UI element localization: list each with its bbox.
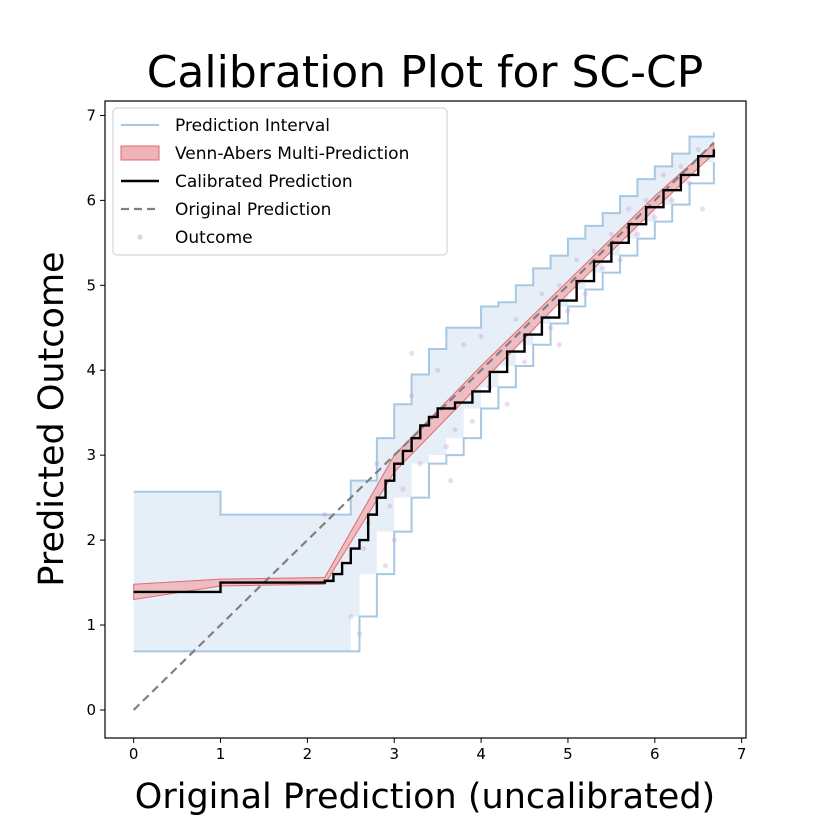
outcome-point xyxy=(461,342,467,348)
calibrated-prediction-line xyxy=(133,149,716,594)
y-tick-label: 7 xyxy=(86,106,96,124)
legend-venn-swatch xyxy=(120,145,160,161)
x-tick-label: 6 xyxy=(650,745,660,763)
plot-area xyxy=(132,132,716,711)
outcome-point xyxy=(539,291,545,297)
chart-title: Calibration Plot for SC-CP xyxy=(147,47,704,98)
outcome-point xyxy=(382,562,389,569)
outcome-point xyxy=(513,316,519,322)
y-tick-label: 2 xyxy=(86,531,96,549)
x-tick-label: 0 xyxy=(129,745,139,763)
outcome-point xyxy=(686,180,693,186)
outcome-point xyxy=(652,214,658,220)
outcome-point xyxy=(443,444,449,450)
outcome-point xyxy=(660,172,667,178)
outcome-point xyxy=(374,461,380,467)
plot-frame xyxy=(104,100,747,739)
outcome-point xyxy=(361,545,367,552)
legend-outcome-swatch xyxy=(137,234,143,240)
outcome-point xyxy=(600,265,606,271)
x-tick-label: 3 xyxy=(389,745,399,763)
x-axis: 0 1 2 3 4 5 6 7 xyxy=(129,738,747,763)
outcome-point xyxy=(591,248,597,254)
legend-label: Calibrated Prediction xyxy=(175,172,353,192)
outcome-point xyxy=(409,393,415,399)
outcome-point xyxy=(448,478,454,484)
outcome-point xyxy=(547,325,554,331)
outcome-point xyxy=(387,503,393,509)
outcome-point xyxy=(634,231,641,237)
legend-label: Original Prediction xyxy=(175,200,331,220)
outcome-point xyxy=(409,350,415,356)
outcome-point xyxy=(574,257,580,263)
x-tick-label: 7 xyxy=(737,745,747,763)
outcome-point xyxy=(565,308,571,314)
outcome-point xyxy=(556,342,562,348)
outcome-point xyxy=(617,257,623,263)
outcome-point xyxy=(678,163,684,169)
outcome-point xyxy=(452,427,458,433)
outcome-point xyxy=(356,630,363,637)
outcome-point xyxy=(669,197,675,203)
y-tick-label: 5 xyxy=(86,276,96,294)
outcome-point xyxy=(699,206,706,212)
x-tick-label: 1 xyxy=(216,745,226,763)
x-tick-label: 2 xyxy=(303,745,313,763)
outcome-point xyxy=(504,401,510,407)
y-axis-title: Predicted Outcome xyxy=(32,251,72,586)
outcome-point xyxy=(417,461,423,467)
outcome-point xyxy=(608,231,614,237)
y-tick-label: 4 xyxy=(86,361,96,379)
legend-label: Prediction Interval xyxy=(175,116,330,136)
legend-label: Outcome xyxy=(175,228,253,248)
outcome-point xyxy=(391,537,397,543)
legend-box xyxy=(112,107,448,256)
outcome-point xyxy=(695,146,701,153)
x-axis-title: Original Prediction (uncalibrated) xyxy=(135,777,715,817)
outcome-point xyxy=(643,197,649,203)
outcome-point xyxy=(556,282,562,288)
legend-label: Venn-Abers Multi-Prediction xyxy=(175,144,409,164)
outcome-point xyxy=(469,418,476,424)
x-tick-label: 4 xyxy=(476,745,486,763)
legend: Prediction Interval Venn-Abers Multi-Pred… xyxy=(112,107,448,256)
y-tick-label: 1 xyxy=(86,616,96,634)
x-tick-label: 5 xyxy=(563,745,573,763)
prediction-interval-lower xyxy=(133,162,715,653)
outcome-point xyxy=(478,333,484,339)
outcome-point xyxy=(348,613,354,620)
y-tick-label: 3 xyxy=(86,446,96,464)
prediction-interval-fill xyxy=(133,132,714,652)
outcome-point xyxy=(582,291,588,297)
outcome-point xyxy=(322,512,328,518)
outcome-point xyxy=(435,367,441,373)
y-axis: 0 1 2 3 4 5 6 7 xyxy=(86,106,105,719)
y-tick-label: 0 xyxy=(86,701,96,719)
outcome-point xyxy=(521,359,528,365)
y-tick-label: 6 xyxy=(86,191,96,209)
outcome-point xyxy=(400,486,406,492)
outcome-point xyxy=(626,206,632,212)
prediction-interval-upper xyxy=(133,132,715,516)
